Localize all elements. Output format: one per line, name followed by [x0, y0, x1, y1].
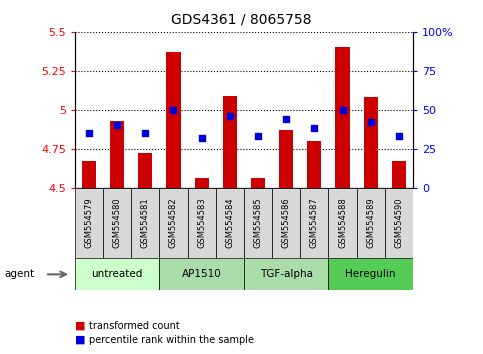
Text: GSM554587: GSM554587 [310, 198, 319, 249]
Point [85, 130, 93, 136]
Bar [272, 188, 300, 258]
Point [282, 116, 290, 122]
Bar [279, 130, 293, 188]
Text: GSM554584: GSM554584 [226, 198, 234, 249]
Text: untreated: untreated [91, 269, 143, 279]
Bar [138, 153, 152, 188]
Bar [223, 96, 237, 188]
Text: GSM554581: GSM554581 [141, 198, 150, 249]
Text: GSM554589: GSM554589 [366, 198, 375, 249]
Text: agent: agent [5, 269, 35, 279]
Bar [300, 188, 328, 258]
Text: percentile rank within the sample: percentile rank within the sample [89, 335, 255, 345]
Bar [187, 188, 216, 258]
Text: TGF-alpha: TGF-alpha [260, 269, 313, 279]
Point [395, 133, 403, 139]
Text: GSM554580: GSM554580 [113, 198, 122, 249]
Point [311, 126, 318, 131]
Text: GSM554579: GSM554579 [85, 198, 93, 249]
Point [170, 107, 177, 113]
Bar [356, 188, 385, 258]
Bar [131, 188, 159, 258]
Bar [244, 188, 272, 258]
Point [198, 135, 206, 141]
Text: GDS4361 / 8065758: GDS4361 / 8065758 [171, 12, 312, 27]
Point [367, 119, 375, 125]
Text: Heregulin: Heregulin [345, 269, 396, 279]
Text: ■: ■ [75, 321, 85, 331]
Text: GSM554583: GSM554583 [197, 198, 206, 249]
Bar [75, 258, 159, 290]
Bar [251, 178, 265, 188]
Point [113, 122, 121, 128]
Bar [195, 178, 209, 188]
Bar [385, 188, 413, 258]
Bar [244, 258, 328, 290]
Bar [159, 258, 244, 290]
Text: GSM554586: GSM554586 [282, 198, 291, 249]
Bar [167, 52, 181, 188]
Point [142, 130, 149, 136]
Bar [216, 188, 244, 258]
Text: ■: ■ [75, 335, 85, 345]
Bar [110, 121, 124, 188]
Bar [75, 188, 103, 258]
Text: AP1510: AP1510 [182, 269, 222, 279]
Bar [328, 188, 356, 258]
Bar [328, 258, 413, 290]
Text: GSM554590: GSM554590 [395, 198, 403, 248]
Bar [392, 161, 406, 188]
Point [339, 107, 346, 113]
Bar [159, 188, 187, 258]
Bar [336, 47, 350, 188]
Bar [364, 97, 378, 188]
Text: transformed count: transformed count [89, 321, 180, 331]
Bar [307, 141, 321, 188]
Bar [103, 188, 131, 258]
Point [254, 133, 262, 139]
Text: GSM554582: GSM554582 [169, 198, 178, 249]
Text: GSM554588: GSM554588 [338, 198, 347, 249]
Text: GSM554585: GSM554585 [254, 198, 262, 249]
Bar [82, 161, 96, 188]
Point [226, 113, 234, 119]
